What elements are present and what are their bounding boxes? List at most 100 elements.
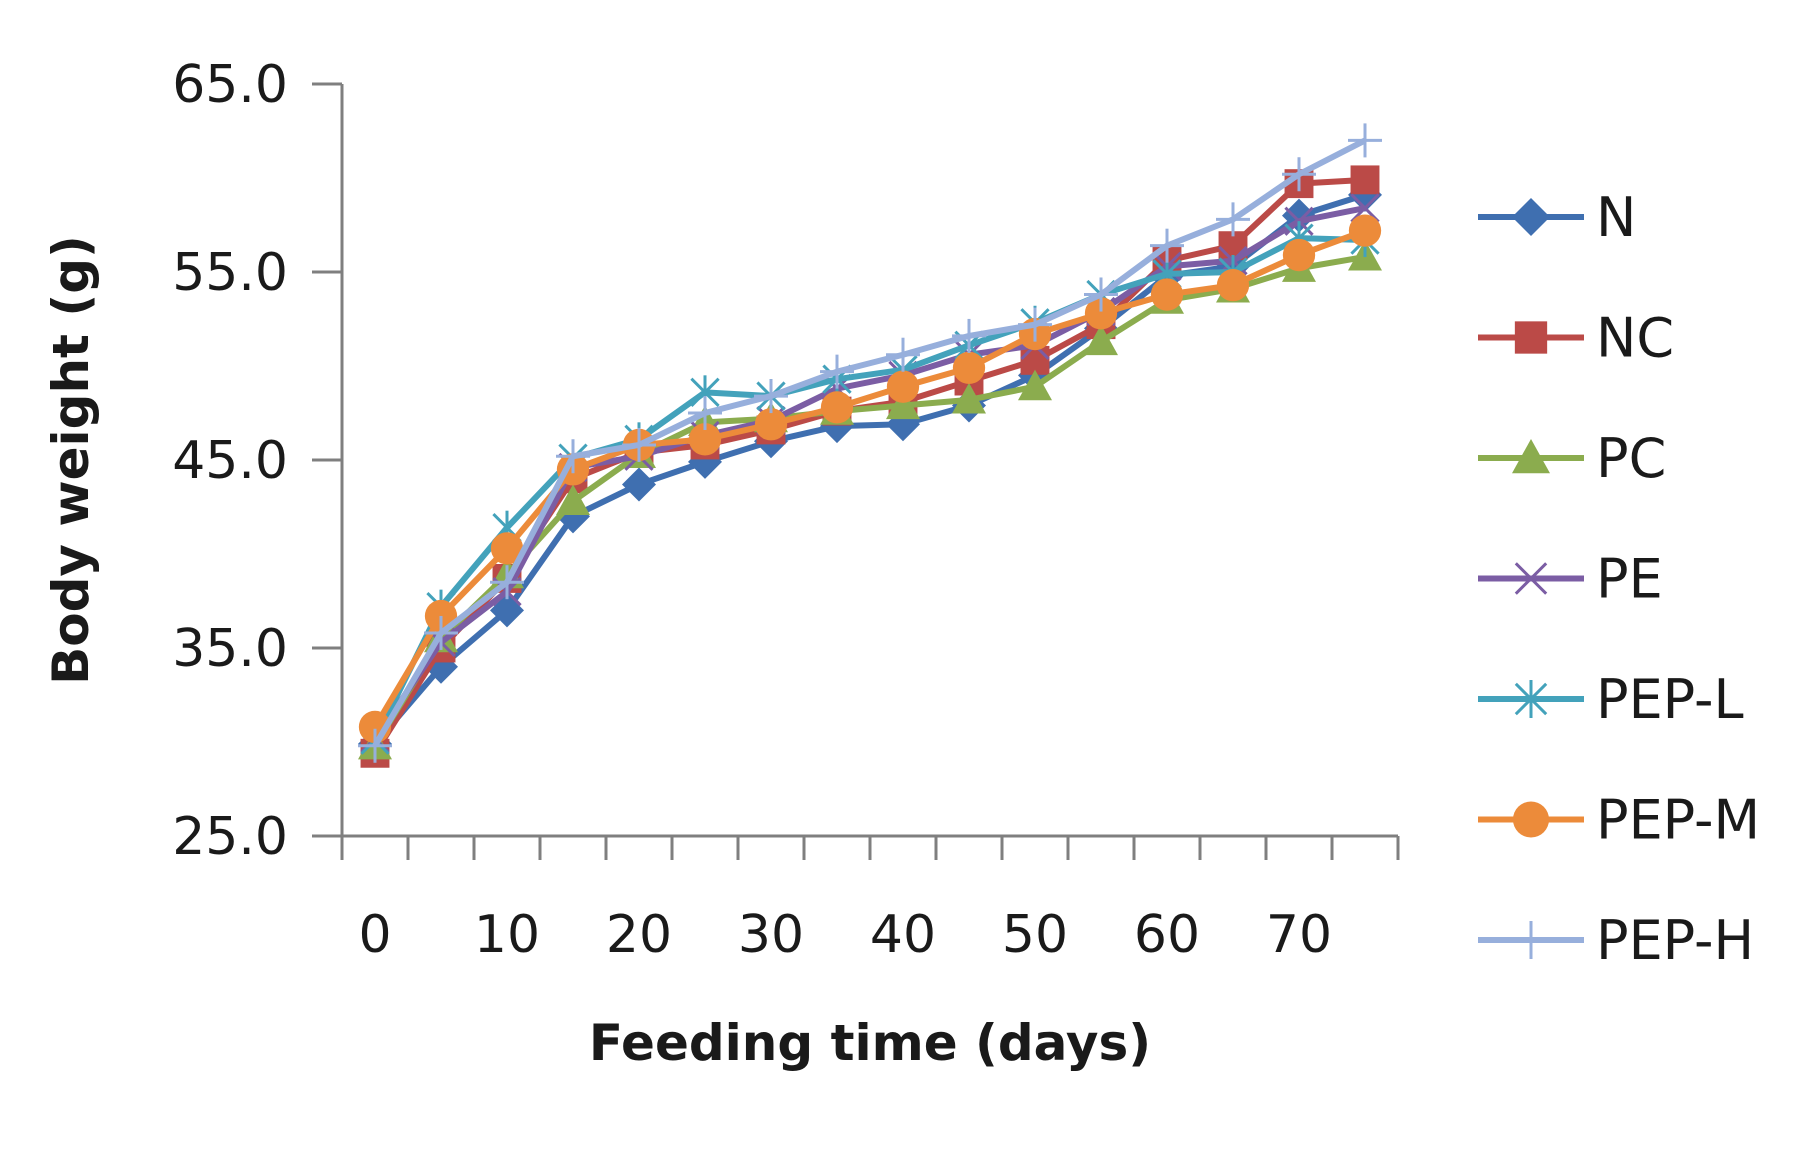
y-tick-label: 35.0 [172,619,288,679]
circle-marker [1348,214,1382,247]
data-point [622,427,656,462]
legend-marker [1514,680,1548,718]
data-point [886,370,920,403]
square-marker [1350,165,1380,195]
y-tick-label: 65.0 [172,55,288,115]
triangle-marker [1018,369,1052,401]
circle-marker [1150,278,1184,311]
data-point [754,408,788,441]
circle-marker [754,408,788,441]
legend-item: N [1478,186,1636,249]
circle-marker [1216,269,1250,302]
data-point [1018,307,1052,342]
legend-item: PE [1478,548,1663,611]
circle-marker [1282,238,1316,272]
legend-label: PE [1596,548,1663,611]
data-point [820,354,854,389]
x-tick-label: 30 [738,905,804,965]
circle-marker [886,370,920,403]
data-point [952,351,986,385]
triangle-marker [1084,324,1118,356]
legend-item: NC [1478,307,1674,370]
series-line [372,235,1366,742]
data-point [1084,297,1118,330]
legend-item: PEP-M [1478,789,1760,852]
data-point [1348,214,1382,247]
data-point [820,391,854,424]
legend-marker [1514,321,1548,354]
data-point [1350,193,1380,223]
data-point [1084,277,1118,312]
triangle-marker [556,484,590,515]
x-tick-label: 10 [474,905,540,965]
data-point [556,499,590,534]
series-line [372,205,1366,740]
data-point [688,396,722,430]
circle-marker [490,532,524,565]
series-line [372,254,1366,748]
legend-marker [1512,198,1550,236]
legend-item: PC [1478,427,1666,490]
data-point [1018,369,1052,401]
data-point [1216,269,1250,302]
legend-label: N [1596,186,1636,249]
data-point [1150,228,1184,263]
legend-label: PEP-L [1596,668,1744,731]
data-point [1350,165,1380,195]
circle-marker [820,391,854,424]
legend-marker [1512,801,1550,838]
data-point [754,379,788,414]
data-point [1216,202,1250,237]
plot-area [358,123,1382,768]
triangle-marker [952,382,986,414]
data-point [490,565,524,600]
x-marker-stroke [1514,562,1548,595]
x-tick-label: 0 [358,905,391,965]
series-line [372,192,1366,746]
diamond-marker [1512,198,1550,236]
data-point [556,439,590,474]
x-axis-title: Feeding time (days) [589,1014,1151,1072]
series-pep-m [358,214,1382,744]
data-point [1282,238,1316,272]
data-point [358,728,392,763]
series-line [372,137,1367,748]
legend-marker [1512,439,1550,474]
data-point [556,484,590,515]
data-point [952,318,986,353]
data-point [424,615,458,650]
data-point [688,423,722,456]
legend-label: PC [1596,427,1666,490]
triangle-marker [1512,439,1550,474]
legend-label: PEP-H [1596,909,1754,972]
square-marker [1514,321,1548,354]
diamond-marker [556,499,590,534]
data-point [886,337,920,372]
legend-marker [1512,921,1550,959]
x-marker-stroke [1350,193,1380,223]
triangle-marker [886,388,920,420]
data-point [1150,278,1184,311]
y-tick-label: 55.0 [172,243,288,303]
series-pep-h [358,123,1382,763]
diamond-marker [622,467,656,502]
y-tick-label: 45.0 [172,431,288,491]
x-tick-label: 70 [1266,905,1332,965]
series-line [372,227,1367,729]
legend-label: NC [1596,307,1674,370]
axes: 65.0 55.0 45.0 35.0 25.0 0 10 20 30 40 50 60 70 [172,55,1400,965]
data-point [622,467,656,502]
data-point [886,388,920,420]
legend-item: PEP-L [1478,668,1744,731]
legend-label: PEP-M [1596,789,1760,852]
series-pc [358,239,1382,760]
y-axis-title: Body weight (g) [42,235,100,685]
legend: N NC PC PE PEP-L PEP-M PEP-H [1478,186,1760,972]
data-point [1348,123,1382,158]
circle-marker [952,351,986,385]
circle-marker [688,423,722,456]
data-point [952,382,986,414]
x-tick-label: 60 [1134,905,1200,965]
